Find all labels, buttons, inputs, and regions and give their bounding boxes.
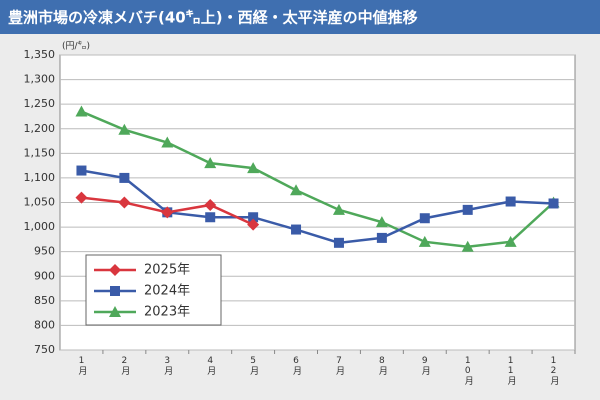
x-tick-label: 3月 (162, 356, 173, 376)
marker (376, 232, 387, 243)
x-tick-label: 1月 (76, 356, 87, 376)
legend-label: 2023年 (144, 305, 190, 320)
marker (548, 198, 559, 209)
x-tick-label: 5月 (248, 356, 259, 376)
x-tick-label: 12月 (549, 356, 560, 386)
x-tick-label: 2月 (119, 356, 130, 376)
y-tick-label: 1,300 (24, 73, 56, 86)
x-tick-label: 7月 (334, 356, 345, 376)
marker (461, 240, 474, 252)
y-tick-label: 1,350 (24, 48, 56, 61)
marker (333, 237, 344, 248)
marker (247, 162, 260, 174)
legend-label: 2024年 (144, 284, 190, 299)
marker (247, 218, 260, 231)
marker (75, 191, 88, 204)
y-tick-label: 750 (34, 343, 55, 356)
marker (291, 224, 302, 235)
y-tick-label: 1,250 (24, 97, 56, 110)
marker (204, 198, 217, 211)
legend-marker (109, 306, 121, 317)
y-tick-label: 800 (34, 318, 55, 331)
y-tick-label: 1,100 (24, 171, 56, 184)
x-tick-label: 4月 (205, 356, 216, 376)
marker (332, 203, 345, 215)
marker (161, 136, 174, 148)
x-tick-label: 9月 (420, 356, 431, 376)
marker (290, 184, 303, 196)
marker (119, 172, 130, 183)
marker (161, 206, 174, 219)
marker (462, 204, 473, 215)
marker (118, 196, 131, 209)
legend-marker (109, 264, 121, 276)
x-tick-label: 8月 (377, 356, 388, 376)
y-tick-label: 1,150 (24, 146, 56, 159)
y-tick-label: 850 (34, 294, 55, 307)
marker (76, 165, 87, 176)
legend-marker (110, 286, 120, 296)
marker (118, 123, 131, 135)
series-line (81, 169, 554, 245)
legend-label: 2025年 (144, 263, 190, 278)
y-tick-label: 950 (34, 245, 55, 258)
x-tick-label: 11月 (506, 356, 517, 386)
marker (205, 212, 216, 223)
title-bar (0, 0, 600, 34)
y-axis-label: (円/㌔) (62, 41, 90, 52)
x-tick-label: 6月 (291, 356, 302, 376)
marker (375, 216, 388, 228)
series-line (80, 110, 555, 249)
y-tick-label: 1,050 (24, 196, 56, 209)
marker (419, 213, 430, 224)
chart-title: 豊洲市場の冷凍メバチ(40㌔上)・西経・太平洋産の中値推移 (8, 9, 418, 27)
marker (204, 157, 217, 169)
marker (505, 196, 516, 207)
marker (248, 212, 259, 223)
marker (418, 235, 431, 247)
marker (504, 235, 517, 247)
y-tick-label: 1,000 (24, 220, 56, 233)
x-tick-label: 10月 (463, 356, 474, 386)
marker (75, 105, 88, 117)
y-tick-label: 900 (34, 269, 55, 282)
y-tick-label: 1,200 (24, 122, 56, 135)
